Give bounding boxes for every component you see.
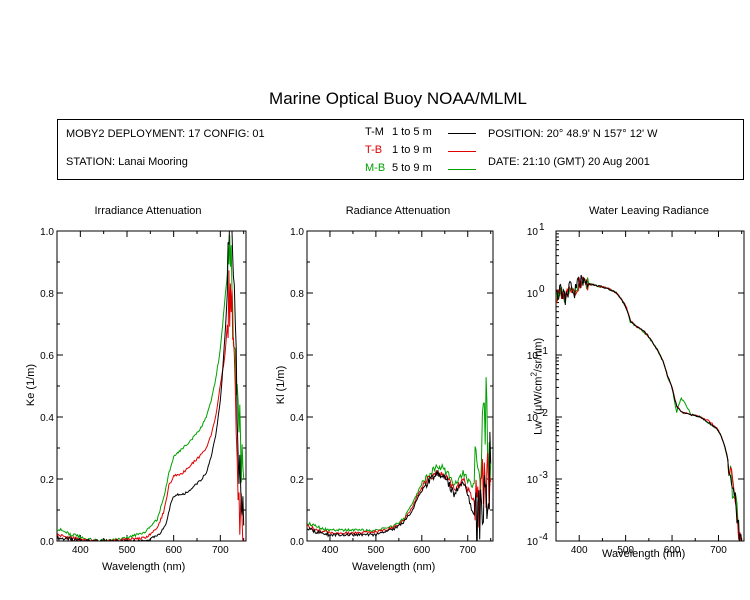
x-tick-label: 500 (368, 545, 385, 556)
x-tick-label: 400 (322, 545, 339, 556)
y-tick-label-exponent: -2 (539, 408, 548, 419)
panel2-xlabel: Wavelength (nm) (352, 561, 436, 573)
legend-code-mb: M-B (365, 162, 386, 174)
y-tick-label: 0.8 (40, 289, 54, 300)
x-tick-label: 700 (710, 545, 727, 556)
y-tick-label: 0.0 (290, 537, 304, 548)
x-tick-label: 700 (459, 545, 476, 556)
position-text: POSITION: 20° 48.9' N 157° 12' W (488, 128, 658, 140)
legend-range-tm: 1 to 5 m (392, 126, 432, 138)
series-line-t-m (57, 231, 245, 541)
y-tick-label-exponent: -4 (539, 532, 548, 543)
y-tick-label-exponent: -3 (539, 470, 548, 481)
y-tick-label-exponent: 0 (539, 284, 545, 295)
y-tick-label: 10 (527, 475, 539, 486)
series-line-t-b (556, 276, 742, 541)
x-tick-label: 600 (165, 545, 182, 556)
x-tick-label: 400 (571, 545, 588, 556)
panel3-title: Water Leaving Radiance (588, 205, 710, 217)
y-tick-label: 10 (527, 537, 539, 548)
y-tick-label: 0.6 (40, 351, 54, 362)
y-tick-label: 1.0 (290, 227, 304, 238)
legend-line-tb (448, 151, 476, 152)
series-line-m-b (556, 276, 742, 541)
panel-2-plot: 400 500 600 700 0.0 0.2 0.4 0.6 0.8 1.0 (290, 227, 494, 556)
series-line-t-b (57, 270, 244, 541)
chart-title: Marine Optical Buoy NOAA/MLML (269, 89, 527, 108)
x-tick-label: 700 (212, 545, 229, 556)
panel3-xlabel: Wavelength (nm) (602, 548, 686, 560)
x-tick-label: 600 (413, 545, 430, 556)
plot-frame (555, 230, 745, 542)
series-line-m-b (57, 235, 245, 541)
legend-code-tb: T-B (365, 144, 383, 156)
panel-1-plot: 400 500 600 700 0.0 0.2 0.4 0.6 0.8 1.0 (40, 227, 247, 556)
x-tick-label: 400 (72, 545, 89, 556)
y-tick-label: 0.4 (290, 413, 304, 424)
y-tick-label: 0.2 (290, 475, 304, 486)
plot-frame (56, 230, 247, 542)
y-tick-label: 0.0 (40, 537, 54, 548)
y-tick-label: 0.2 (40, 475, 54, 486)
info-box: MOBY2 DEPLOYMENT: 17 CONFIG: 01 STATION:… (57, 119, 744, 180)
series-line-t-m (556, 274, 743, 541)
station-text: STATION: Lanai Mooring (66, 156, 188, 168)
legend-range-tb: 1 to 9 m (392, 144, 432, 156)
y-tick-label: 0.8 (290, 289, 304, 300)
legend-code-tm: T-M (365, 126, 384, 138)
panel2-title: Radiance Attenuation (345, 205, 451, 217)
legend-line-tm (448, 133, 476, 134)
y-tick-label: 10 (527, 289, 539, 300)
x-tick-label: 600 (664, 545, 681, 556)
deployment-text: MOBY2 DEPLOYMENT: 17 CONFIG: 01 (66, 128, 265, 140)
legend-line-mb (448, 169, 476, 170)
legend-range-mb: 5 to 9 m (392, 162, 432, 174)
y-tick-label-exponent: 1 (539, 222, 545, 233)
y-tick-label-exponent: -1 (539, 346, 548, 357)
date-text: DATE: 21:10 (GMT) 20 Aug 2001 (488, 156, 650, 168)
series-line-m-b (307, 377, 492, 533)
series-line-t-b (307, 452, 492, 536)
panel1-title: Irradiance Attenuation (94, 205, 202, 217)
y-tick-label: 0.4 (40, 413, 54, 424)
plot-frame (306, 230, 494, 542)
y-tick-label: 0.6 (290, 351, 304, 362)
x-tick-label: 500 (617, 545, 634, 556)
panel1-xlabel: Wavelength (nm) (102, 561, 186, 573)
y-tick-label: 1.0 (40, 227, 54, 238)
x-tick-label: 500 (119, 545, 136, 556)
series-line-t-m (307, 431, 492, 541)
y-tick-label: 10 (527, 413, 539, 424)
y-tick-label: 10 (527, 351, 539, 362)
y-tick-label: 10 (527, 227, 539, 238)
